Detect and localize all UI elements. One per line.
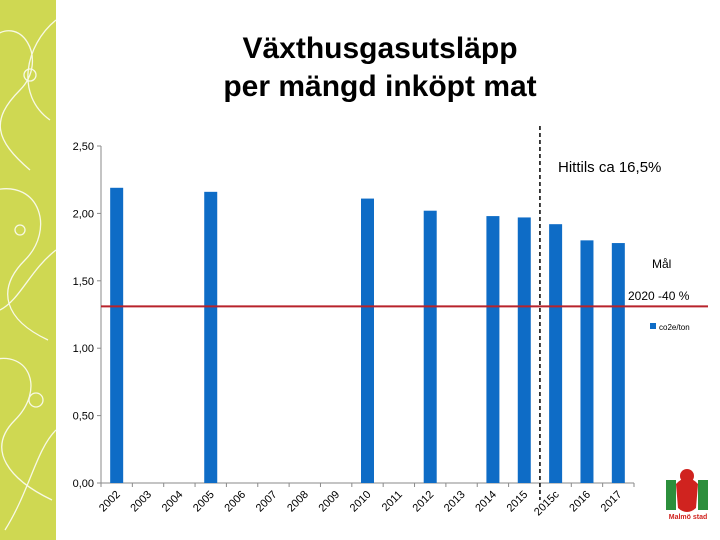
bar bbox=[110, 187, 124, 483]
legend-label: co2e/ton bbox=[659, 323, 690, 332]
bar bbox=[549, 224, 563, 483]
x-tick-label: 2013 bbox=[442, 489, 468, 515]
bar bbox=[361, 198, 374, 483]
x-tick-label: 2014 bbox=[473, 489, 499, 515]
x-tick-label: 2007 bbox=[254, 489, 280, 515]
x-tick-label: 2015 bbox=[505, 489, 531, 515]
y-tick-label: 1,00 bbox=[73, 343, 94, 355]
y-tick-label: 2,50 bbox=[73, 141, 94, 153]
y-tick-label: 2,00 bbox=[73, 208, 94, 220]
progress-annotation: Hittils ca 16,5% bbox=[558, 159, 661, 176]
goal-detail: 2020 -40 % bbox=[628, 289, 690, 303]
x-tick-label: 2003 bbox=[128, 489, 154, 515]
malmo-stad-logo bbox=[666, 469, 708, 512]
bar bbox=[580, 240, 594, 483]
bar bbox=[204, 191, 218, 483]
decorative-sidebar bbox=[0, 0, 56, 540]
x-tick-label: 2005 bbox=[191, 489, 217, 515]
y-tick-label: 0,00 bbox=[73, 478, 94, 490]
sidebar-background bbox=[0, 0, 56, 540]
goal-label: Mål bbox=[652, 257, 671, 271]
y-tick-label: 1,50 bbox=[73, 276, 94, 288]
x-tick-label: 2016 bbox=[567, 489, 593, 515]
x-tick-label: 2015c bbox=[532, 488, 562, 518]
legend-swatch bbox=[650, 323, 656, 329]
chart-bars bbox=[110, 187, 625, 484]
x-axis-labels: 2002 2003 2004 2005 2006 2007 2008 2009 2010 2011… bbox=[97, 483, 635, 518]
y-tick-label: 0,50 bbox=[73, 411, 94, 423]
x-tick-label: 2011 bbox=[380, 489, 405, 514]
x-tick-label: 2010 bbox=[348, 489, 374, 515]
bar bbox=[517, 217, 531, 483]
logo-emblem-body bbox=[676, 478, 698, 512]
logo-emblem-left bbox=[666, 480, 676, 510]
chart-title: Växthusgasutsläpp per mängd inköpt mat bbox=[223, 32, 537, 103]
bar bbox=[486, 216, 500, 483]
logo-emblem-right bbox=[698, 480, 708, 510]
logo-text: Malmö stad bbox=[668, 514, 708, 521]
x-tick-label: 2006 bbox=[222, 489, 248, 515]
x-tick-label: 2008 bbox=[285, 489, 311, 515]
sidebar-swirl-pattern bbox=[0, 19, 56, 531]
x-tick-label: 2009 bbox=[316, 489, 342, 515]
y-axis-ticks: 0,00 0,50 1,00 1,50 2,00 2,50 bbox=[73, 141, 101, 490]
x-tick-label: 2002 bbox=[97, 489, 123, 515]
x-tick-label: 2017 bbox=[599, 489, 625, 515]
bar bbox=[423, 210, 437, 484]
bar bbox=[611, 243, 625, 483]
x-tick-label: 2012 bbox=[411, 489, 437, 515]
x-tick-label: 2004 bbox=[160, 489, 186, 515]
